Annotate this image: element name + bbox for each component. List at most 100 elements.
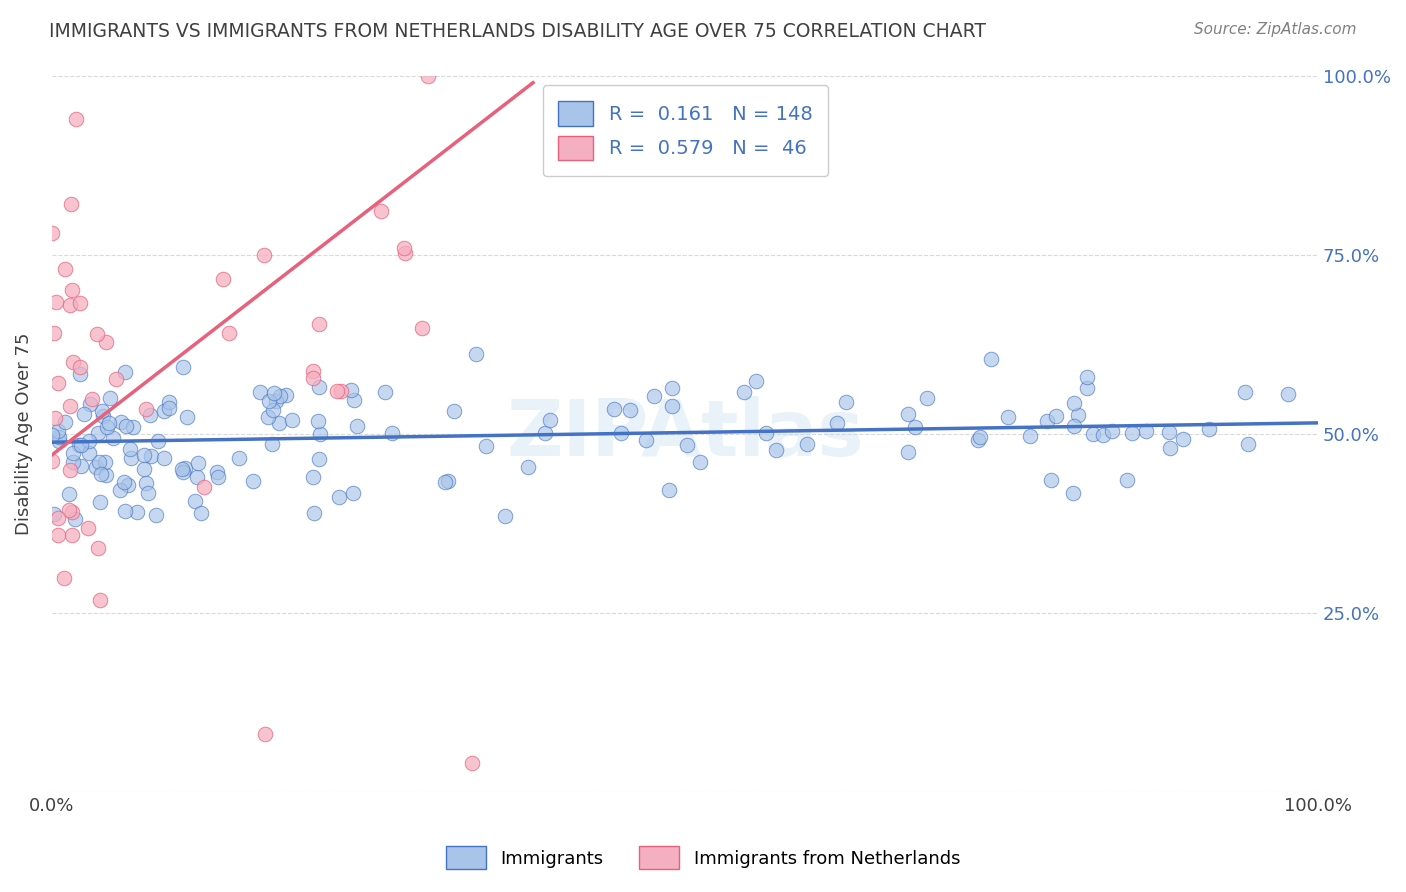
Point [62,355,84,369]
Point [1159,442,1181,456]
Point [152,403,174,417]
Point [79,397,101,411]
Point [308,451,330,466]
Point [796,437,818,451]
Point [193,480,215,494]
Point [132,462,155,476]
Point [44,411,66,425]
Point [86,426,108,441]
Point [436,474,458,488]
Point [257,393,280,408]
Point [60,528,83,542]
Point [392,241,415,255]
Point [276,388,298,402]
Point [980,352,1002,367]
Point [228,451,250,466]
Point [94,455,117,469]
Point [45,295,67,310]
Point [253,248,276,262]
Point [112,475,135,489]
Point [745,374,768,388]
Point [84,460,107,475]
Point [242,475,264,489]
Point [1277,387,1299,401]
Point [69,360,91,375]
Point [187,456,209,470]
Point [533,426,555,441]
Point [658,483,681,497]
Point [517,459,540,474]
Point [434,475,457,490]
Point [174,460,197,475]
Point [1040,473,1063,487]
Point [89,495,111,509]
Point [60,284,83,298]
Point [461,756,484,770]
Point [46,510,69,524]
Point [48,434,70,449]
Point [41,226,63,240]
Point [60,505,83,519]
Legend: Immigrants, Immigrants from Netherlands: Immigrants, Immigrants from Netherlands [437,838,969,879]
Point [538,413,561,427]
Point [1198,422,1220,436]
Point [1045,409,1067,423]
Point [77,521,100,535]
Point [96,334,118,349]
Point [301,370,323,384]
Point [117,478,139,492]
Point [475,439,498,453]
Point [1062,486,1084,500]
Point [411,321,433,335]
Point [1063,418,1085,433]
Point [1081,427,1104,442]
Point [281,413,304,427]
Point [262,437,284,451]
Point [302,470,325,484]
Point [1076,381,1098,395]
Point [263,385,285,400]
Point [1116,473,1139,487]
Point [69,368,91,382]
Point [110,415,132,429]
Point [65,112,87,126]
Point [170,462,193,476]
Point [689,455,711,469]
Point [755,426,778,441]
Point [967,433,990,447]
Legend: R =  0.161   N = 148, R =  0.579   N =  46: R = 0.161 N = 148, R = 0.579 N = 46 [543,86,828,176]
Point [62,445,84,459]
Point [48,424,70,438]
Point [308,317,330,331]
Point [41,427,63,442]
Point [915,391,938,405]
Point [41,454,63,468]
Point [969,430,991,444]
Point [91,409,114,424]
Point [69,296,91,310]
Point [176,410,198,425]
Point [186,469,208,483]
Point [87,541,110,555]
Point [254,727,277,741]
Point [59,400,82,414]
Point [70,438,93,452]
Point [997,409,1019,424]
Point [53,571,76,585]
Point [370,203,392,218]
Point [79,446,101,460]
Point [44,508,66,522]
Point [1237,437,1260,451]
Text: Source: ZipAtlas.com: Source: ZipAtlas.com [1194,22,1357,37]
Point [59,463,82,477]
Point [218,326,240,340]
Point [58,502,80,516]
Point [132,448,155,462]
Point [172,359,194,374]
Point [122,419,145,434]
Point [394,246,416,260]
Point [105,372,128,386]
Point [733,384,755,399]
Point [53,261,76,276]
Point [897,444,920,458]
